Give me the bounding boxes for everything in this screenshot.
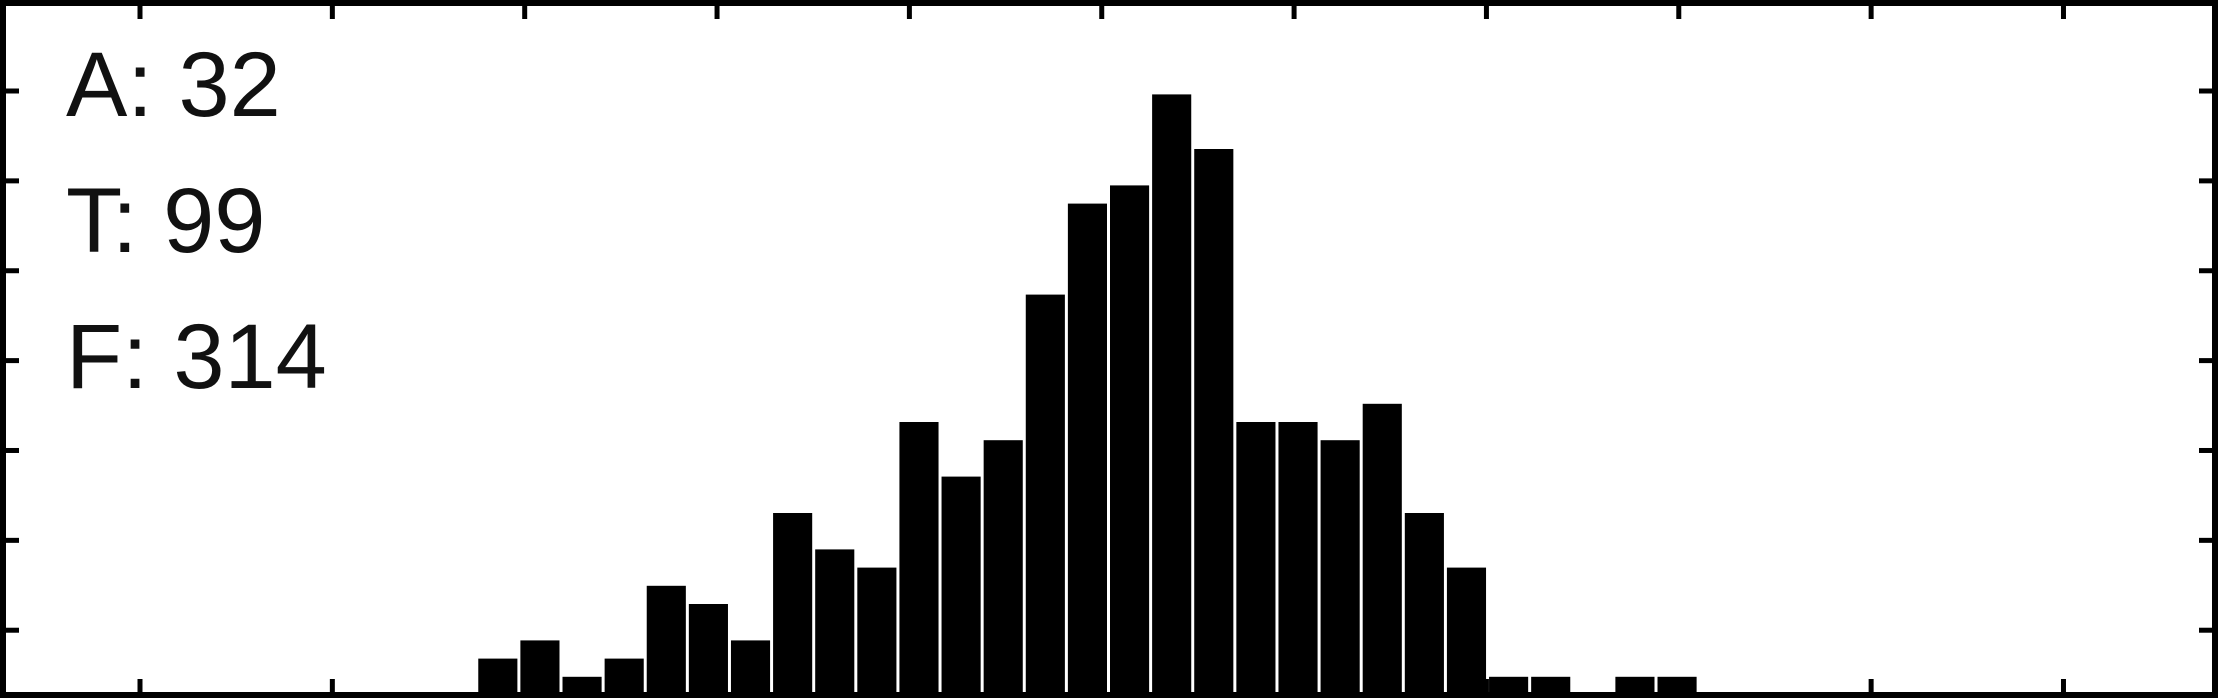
histogram-bar (1320, 440, 1360, 695)
histogram-bar (1194, 149, 1234, 695)
histogram-bar (478, 658, 518, 695)
histogram-bar (1110, 185, 1150, 695)
annotation-t: T: 99 (66, 170, 265, 272)
histogram-bar (941, 476, 981, 695)
annotation-a: A: 32 (66, 34, 281, 136)
histogram-bar (1531, 676, 1571, 695)
histogram-bar (899, 422, 939, 695)
histogram-bar (1152, 94, 1192, 695)
bars-group (478, 94, 1697, 695)
histogram-bar (1025, 294, 1065, 695)
histogram-bar (646, 585, 686, 695)
annotation-f: F: 314 (66, 306, 327, 408)
histogram-bar (730, 640, 771, 695)
histogram-bar (773, 513, 813, 695)
histogram-bar (1615, 676, 1655, 695)
histogram-bar (983, 440, 1023, 695)
histogram-bar (1236, 422, 1276, 695)
histogram-bar (688, 604, 728, 695)
histogram-bar (857, 567, 897, 695)
histogram-bar (1067, 203, 1107, 695)
histogram-bar (1362, 403, 1402, 695)
histogram-bar (815, 549, 855, 695)
histogram-bar (1489, 676, 1529, 695)
histogram-bar (604, 658, 644, 695)
histogram-bar (562, 676, 602, 695)
histogram-bar (1278, 422, 1318, 695)
histogram-bar (1404, 513, 1444, 695)
histogram-bar (1446, 567, 1487, 695)
ticks-group (3, 3, 2215, 695)
